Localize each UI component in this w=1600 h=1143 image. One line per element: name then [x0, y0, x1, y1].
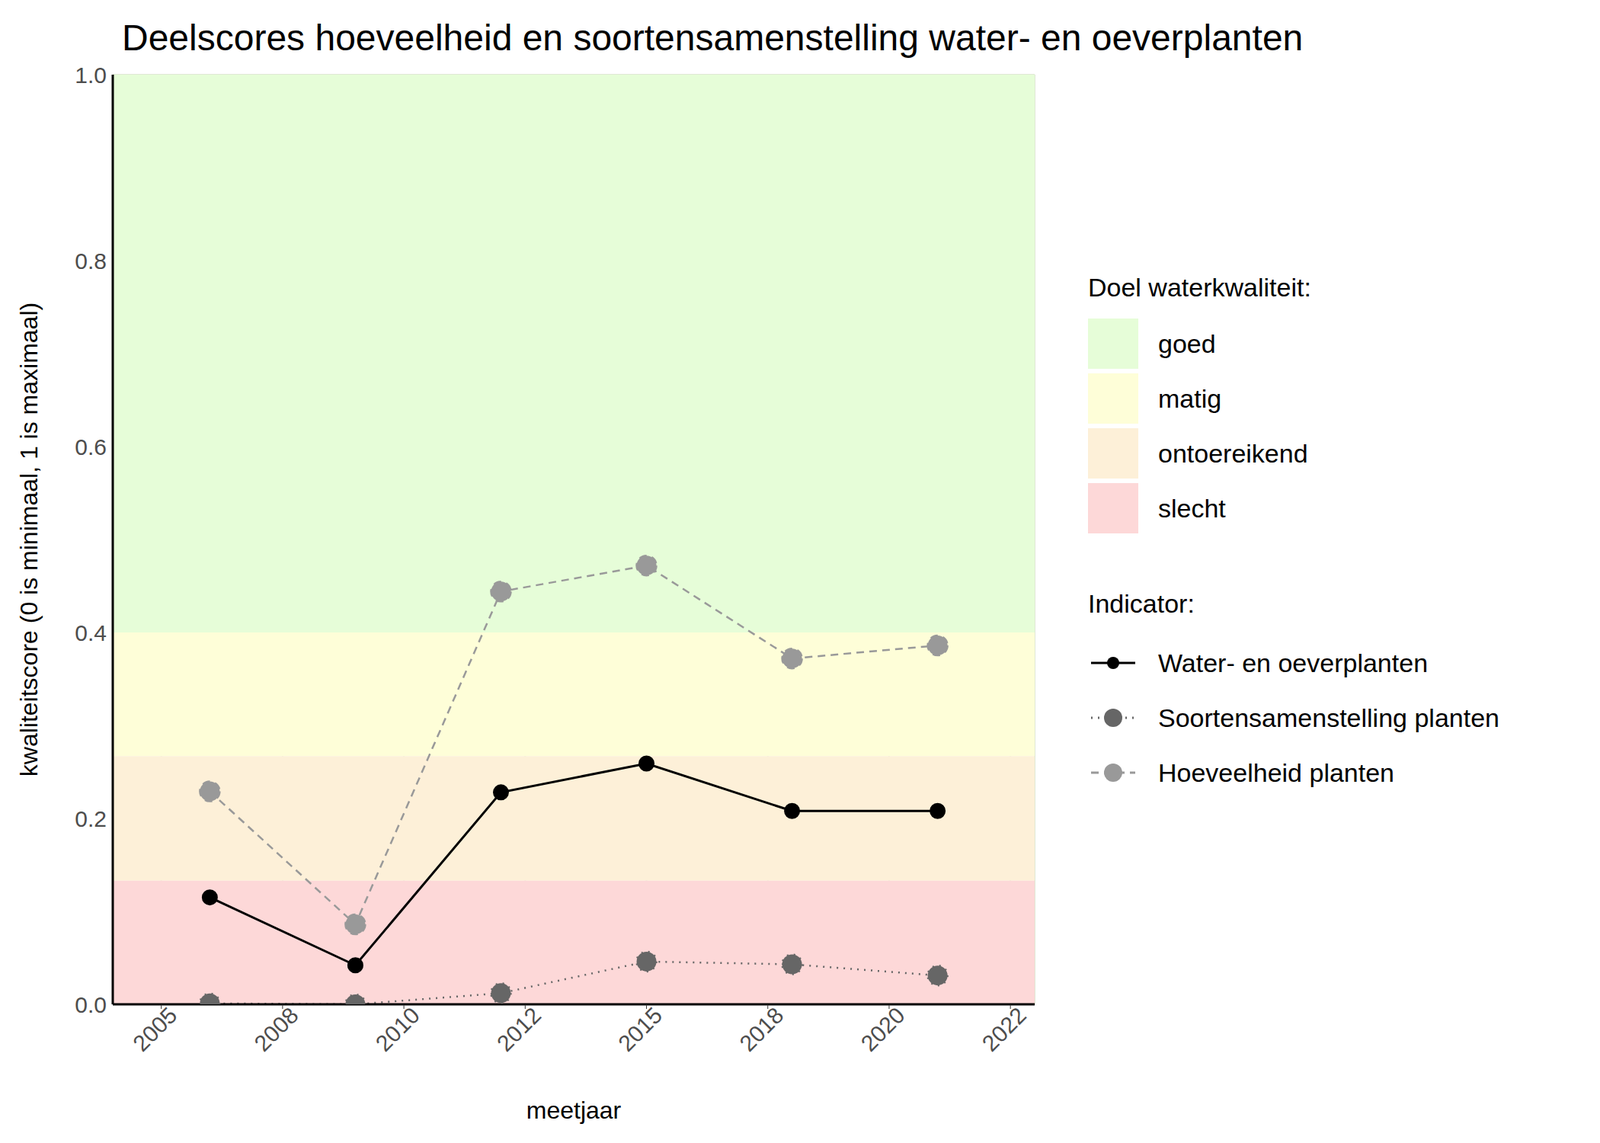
svg-text:2012: 2012: [492, 1001, 547, 1056]
svg-text:2020: 2020: [855, 1001, 910, 1056]
svg-text:0.4: 0.4: [74, 620, 107, 646]
svg-text:1.0: 1.0: [74, 62, 107, 88]
svg-text:2015: 2015: [613, 1001, 668, 1056]
svg-text:2008: 2008: [249, 1001, 304, 1056]
html-text:goed: goed: [1158, 328, 1216, 358]
html-text:slecht: slecht: [1158, 493, 1226, 523]
html-text:Indicator:: Indicator:: [1088, 588, 1195, 618]
html-text:matig: matig: [1158, 383, 1222, 413]
svg-text:2018: 2018: [734, 1001, 789, 1056]
html-text:Hoeveelheid planten: Hoeveelheid planten: [1158, 757, 1395, 787]
html-text:ontoereikend: ontoereikend: [1158, 438, 1308, 468]
svg-text:meetjaar: meetjaar: [526, 1096, 622, 1124]
svg-text:2005: 2005: [128, 1001, 183, 1056]
svg-text:0.2: 0.2: [74, 806, 107, 832]
svg-text:kwaliteitscore (0 is minimaal,: kwaliteitscore (0 is minimaal, 1 is maxi…: [15, 302, 43, 777]
svg-text:2022: 2022: [976, 1001, 1031, 1056]
svg-text:0.0: 0.0: [74, 992, 107, 1018]
html-text:Doel waterkwaliteit:: Doel waterkwaliteit:: [1088, 272, 1312, 302]
svg-text:2010: 2010: [370, 1001, 425, 1056]
html-text:Water- en oeverplanten: Water- en oeverplanten: [1158, 648, 1428, 677]
html-text:Deelscores hoeveelheid en soor: Deelscores hoeveelheid en soortensamenst…: [121, 17, 1304, 58]
html-text:Soortensamenstelling planten: Soortensamenstelling planten: [1158, 702, 1500, 732]
svg-text:0.6: 0.6: [74, 434, 107, 460]
svg-text:0.8: 0.8: [74, 248, 107, 274]
